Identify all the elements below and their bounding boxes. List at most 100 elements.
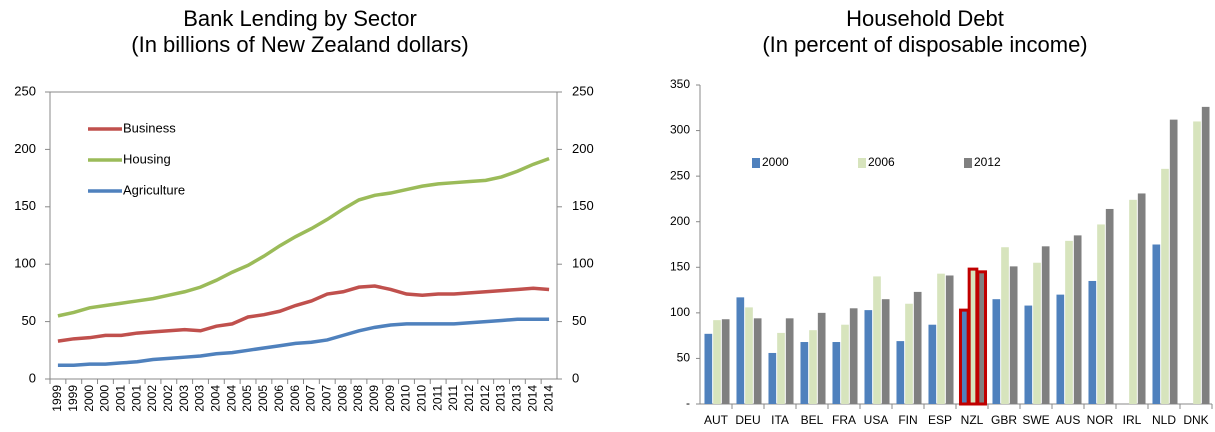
bar [745,307,753,404]
bar [785,318,794,404]
x-tick-label: 2006 [288,385,302,412]
x-tick-label: NOR [1087,413,1114,427]
x-tick-label: 2014 [541,385,555,412]
legend-label: Business [123,120,176,135]
bar [736,297,745,404]
x-tick-label: 2003 [193,385,207,412]
bar [1001,247,1009,404]
y-tick-label: 0 [29,370,36,385]
x-tick-label: 1999 [50,385,64,412]
bar [841,324,849,404]
x-tick-label: FRA [832,413,856,427]
bar [1193,121,1201,404]
x-tick-label: AUS [1056,413,1081,427]
x-tick-label: ESP [928,413,952,427]
x-tick-label: 2005 [256,385,270,412]
bar [1129,199,1137,404]
x-tick-label: 2012 [478,385,492,412]
x-tick-label: NLD [1152,413,1176,427]
x-tick-label: 2012 [462,385,476,412]
x-tick-label: 2010 [415,385,429,412]
x-tick-label: 2001 [113,385,127,412]
x-tick-label: 2008 [335,385,349,412]
x-tick-label: 2010 [399,385,413,412]
bar [704,333,713,404]
x-tick-label: 2004 [224,385,238,412]
bar [945,275,954,404]
bar [849,308,858,404]
bar [1105,208,1114,404]
bar [896,341,905,404]
legend-label: 2000 [762,155,789,169]
y2-tick-label: 200 [572,141,594,156]
y2-tick-label: 150 [572,198,594,213]
bar [832,342,841,404]
x-tick-label: 2002 [161,385,175,412]
series-line [57,284,550,343]
x-tick-label: NZL [961,413,984,427]
x-tick-label: 2000 [98,385,112,412]
x-tick-label: 2009 [383,385,397,412]
x-tick-label: 1999 [66,385,80,412]
x-tick-label: 2004 [209,385,223,412]
bar [817,312,826,404]
bar [864,310,873,404]
chart-subtitle: (In billions of New Zealand dollars) [131,32,469,57]
bar [1152,244,1161,404]
x-tick-label: 2011 [446,385,460,411]
y-tick-label: 200 [670,214,690,228]
legend-label: Agriculture [123,182,185,197]
x-tick-label: BEL [801,413,824,427]
bar [992,299,1001,404]
bar [800,342,809,404]
legend-swatch [964,158,972,168]
y-tick-label: 200 [14,141,36,156]
series-line [57,156,550,318]
bar [809,330,817,404]
y-tick-label: - [686,396,690,410]
y2-tick-label: 50 [572,313,586,328]
bar [1009,266,1018,404]
y-tick-label: 50 [22,313,36,328]
y2-tick-label: 100 [572,256,594,271]
bar [976,270,988,406]
x-tick-label: DEU [735,413,760,427]
bar [1065,240,1073,404]
y-tick-label: 150 [670,259,690,273]
x-tick-label: 2013 [510,385,524,412]
x-tick-label: 2007 [319,385,333,412]
x-tick-label: 2000 [82,385,96,412]
x-tick-label: 2005 [240,385,254,412]
x-tick-label: 2011 [430,385,444,411]
bar [937,273,945,404]
x-tick-label: 2013 [494,385,508,412]
bar [958,308,970,406]
bar [1137,193,1146,404]
bar [721,319,730,404]
y-tick-label: 150 [14,198,36,213]
y-tick-label: 350 [670,77,690,91]
bar [1088,280,1097,404]
bar [928,324,937,404]
legend-label: 2006 [868,155,895,169]
y2-tick-label: 250 [572,83,594,98]
bar [1201,106,1210,405]
bar [1161,168,1169,404]
y-tick-label: 50 [677,351,691,365]
bar [1041,246,1050,404]
x-tick-label: SWE [1022,413,1049,427]
bar [913,291,922,404]
x-tick-label: 2006 [272,385,286,412]
bar [881,299,890,404]
y2-tick-label: 0 [572,370,579,385]
bar [1097,224,1105,404]
bar [1169,119,1178,405]
bar [1033,262,1041,404]
x-tick-label: 2014 [525,385,539,412]
x-tick-label: ITA [771,413,789,427]
x-tick-label: 2003 [177,385,191,412]
bar [777,332,785,404]
chart-title: Bank Lending by Sector [183,6,417,31]
y-tick-label: 250 [14,83,36,98]
